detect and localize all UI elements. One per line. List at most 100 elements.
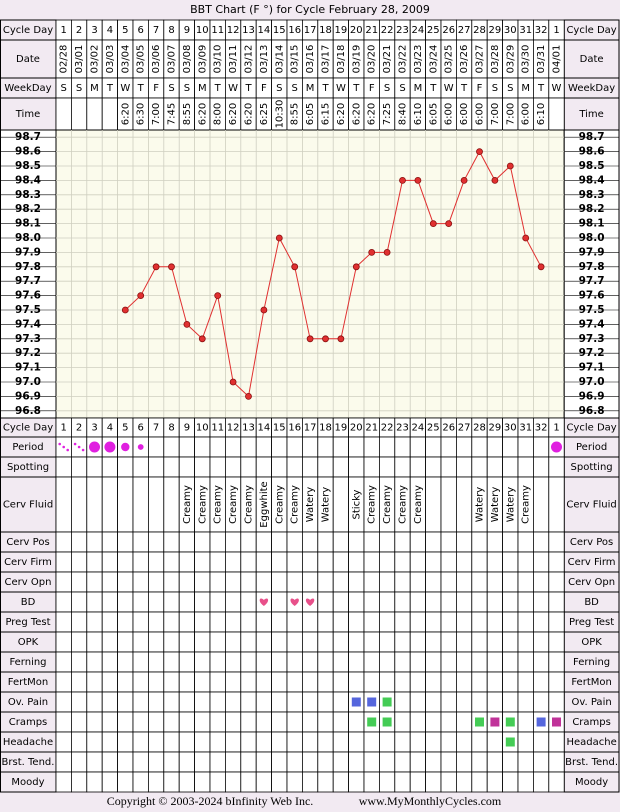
header-value: T: [429, 83, 437, 94]
cell: [101, 551, 118, 573]
row-label: Cramps: [572, 717, 611, 728]
cell: [147, 771, 165, 793]
header-value: 6:00: [475, 103, 486, 125]
header-value: T: [214, 83, 222, 94]
heart: [305, 598, 315, 606]
cell: [117, 591, 134, 613]
temp-point: [491, 176, 499, 184]
fluid-text: Creamy: [274, 485, 285, 524]
label-cell: [563, 129, 620, 419]
cell: [440, 551, 457, 573]
cell: [178, 771, 195, 793]
header-value: 03/11: [228, 45, 239, 74]
cell: [86, 97, 103, 131]
cell: [224, 531, 242, 553]
header-value: 4: [107, 25, 113, 36]
cell: [378, 651, 396, 673]
header-value: 10:30: [274, 100, 285, 129]
cell: [271, 631, 288, 653]
cell: [209, 771, 226, 793]
y-tick-label: 98.0: [15, 232, 41, 244]
row-label: BD: [584, 597, 599, 608]
cell: [255, 771, 273, 793]
cell: [471, 571, 488, 593]
header-value: S: [292, 83, 298, 94]
cell: [271, 571, 288, 593]
y-tick-label: 97.5: [579, 304, 605, 316]
symptom-mark: [367, 717, 377, 727]
cell: [317, 731, 334, 753]
cell: [86, 671, 103, 693]
cell: [533, 456, 550, 478]
fluid-text: Watery: [490, 487, 501, 523]
cell: [348, 751, 365, 773]
cell: [409, 651, 427, 673]
cell: [132, 691, 149, 713]
cell: [178, 631, 195, 653]
cell: [440, 631, 457, 653]
header-value: 5: [122, 25, 128, 36]
cell: [101, 751, 118, 773]
header-value: 6:20: [244, 103, 255, 125]
cell: [132, 771, 149, 793]
cell: [101, 611, 118, 633]
header-value: S: [492, 83, 498, 94]
cell: [455, 671, 473, 693]
cycle-day: 26: [442, 423, 455, 434]
header-value: 7:00: [490, 103, 501, 125]
header-value: F: [261, 83, 267, 94]
cell: [194, 531, 211, 553]
cycle-day: 9: [184, 423, 190, 434]
cell: [409, 731, 427, 753]
cell: [301, 456, 319, 478]
row-label: Headache: [3, 737, 53, 748]
cell: [286, 436, 303, 458]
label-cell: [0, 129, 57, 419]
cell: [286, 771, 303, 793]
cell: [178, 711, 195, 733]
cell: [332, 771, 350, 793]
cell: [440, 531, 457, 553]
header-value: 8:40: [398, 103, 409, 125]
y-tick-label: 97.4: [579, 318, 605, 330]
cell: [548, 691, 565, 713]
cell: [502, 611, 519, 633]
cell: [332, 456, 350, 478]
row-label: BD: [21, 597, 36, 608]
cell: [348, 771, 365, 793]
cell: [517, 751, 534, 773]
y-tick-label: 97.7: [15, 275, 41, 287]
cell: [101, 591, 118, 613]
header-value: S: [184, 83, 190, 94]
header-value: S: [61, 83, 67, 94]
cell: [224, 611, 242, 633]
header-value: 17: [304, 25, 317, 36]
fluid-text: Creamy: [367, 485, 378, 524]
cell: [363, 611, 380, 633]
cell: [394, 631, 411, 653]
row-label: Ferning: [573, 657, 610, 668]
cell: [455, 711, 473, 733]
period-dot: [81, 448, 85, 452]
header-value: T: [137, 83, 145, 94]
cell: [209, 651, 226, 673]
cell: [317, 571, 334, 593]
cell: [271, 731, 288, 753]
cell: [240, 771, 257, 793]
period-mark: [137, 444, 144, 450]
cell: [132, 711, 149, 733]
cell: [363, 771, 380, 793]
header-value: S: [384, 83, 390, 94]
cycle-day: 17: [304, 423, 317, 434]
cell: [455, 551, 473, 573]
cell: [517, 771, 534, 793]
cell: [86, 631, 103, 653]
header-value: 03/13: [259, 45, 270, 74]
cell: [409, 631, 427, 653]
row-label: Preg Test: [5, 617, 50, 628]
cell: [533, 651, 550, 673]
y-tick-label: 98.4: [15, 174, 41, 186]
header-value: 03/30: [521, 45, 532, 74]
temp-point: [183, 320, 191, 328]
